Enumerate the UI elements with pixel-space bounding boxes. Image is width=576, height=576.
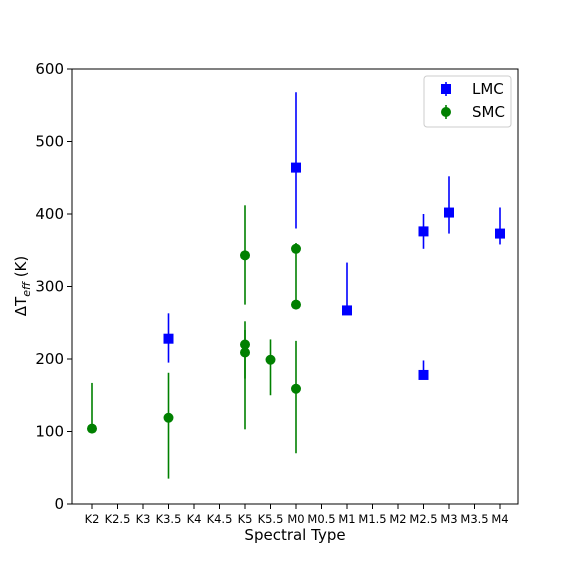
x-tick-label: M0.5 [307,512,335,526]
x-tick-label: K3.5 [156,512,182,526]
x-tick-label: K2.5 [105,512,131,526]
x-tick-label: M3 [440,512,457,526]
y-axis-label-suffix: (K) [12,256,30,282]
data-point [291,243,301,254]
x-tick-label: M2 [389,512,406,526]
x-tick-label: M4 [491,512,508,526]
y-tick-label: 600 [35,60,64,78]
data-point [418,369,429,380]
data-point [291,383,301,394]
x-tick-label: M0 [287,512,304,526]
x-tick-label: K2 [85,512,100,526]
legend-label: LMC [472,80,504,98]
y-tick-label: 200 [35,350,64,368]
x-tick-label: K5.5 [258,512,284,526]
plot-area [71,68,519,505]
x-ticks: K2 K2.5 K3 K3.5 K4 K4.5 K5 K5.5 M0 M0.5 M1 M1.5 M2 M2… [85,504,509,526]
data-point [342,305,352,316]
data-point [240,250,250,261]
data-point [163,333,174,344]
data-series [87,92,505,479]
data-point [444,207,454,218]
x-tick-label: M1 [338,512,355,526]
series-smc [87,205,301,479]
x-axis-label: Spectral Type [244,526,345,544]
data-point [418,226,429,237]
data-point [240,347,250,358]
y-ticks: 0 100 200 300 400 500 600 [35,60,72,513]
y-tick-label: 400 [35,205,64,223]
x-tick-label: K5 [238,512,253,526]
x-tick-label: K3 [136,512,151,526]
data-point [291,299,301,310]
x-tick-label: M3.5 [460,512,488,526]
data-point [163,412,174,423]
data-point [87,423,97,434]
legend: LMC SMC [423,75,512,128]
y-axis-label-prefix: ΔT [12,296,30,316]
series-lmc [163,92,505,380]
x-tick-label: K4.5 [207,512,233,526]
y-tick-label: 500 [35,133,64,151]
x-tick-label: M2.5 [409,512,437,526]
y-axis-label-subscript: eff [20,281,33,297]
x-tick-label: M1.5 [358,512,386,526]
legend-label: SMC [472,103,505,121]
data-point [495,228,505,239]
y-tick-label: 0 [54,495,64,513]
data-point [265,354,276,365]
y-tick-label: 300 [35,278,64,296]
data-point [291,162,301,173]
legend-marker [441,84,451,94]
y-tick-label: 100 [35,423,64,441]
x-tick-label: K4 [187,512,202,526]
y-axis-label: ΔTeff (K) [12,256,33,316]
legend-marker [441,107,451,117]
